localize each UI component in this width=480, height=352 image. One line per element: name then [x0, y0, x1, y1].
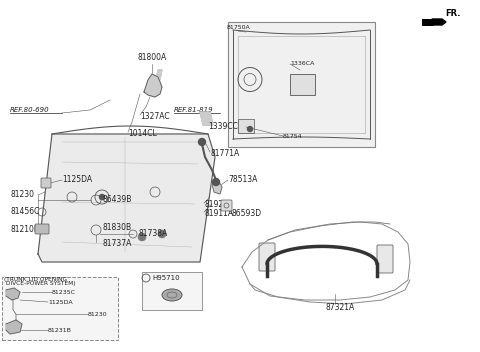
Polygon shape [38, 134, 215, 262]
Polygon shape [6, 288, 20, 300]
Text: H95710: H95710 [152, 275, 180, 281]
Text: 81231B: 81231B [48, 327, 72, 333]
Text: REF.81-819: REF.81-819 [174, 107, 214, 113]
Bar [228, 22, 375, 147]
Bar [290, 75, 315, 94]
Text: 81921: 81921 [204, 201, 228, 209]
Polygon shape [156, 70, 162, 80]
Bar [2, 277, 118, 340]
Polygon shape [212, 180, 222, 194]
Text: 81230: 81230 [88, 312, 108, 316]
Text: 81754: 81754 [283, 134, 302, 139]
Polygon shape [200, 112, 213, 125]
Ellipse shape [162, 289, 182, 301]
Circle shape [138, 233, 146, 241]
Text: REF.80-690: REF.80-690 [10, 107, 49, 113]
Polygon shape [144, 74, 162, 97]
Bar [142, 272, 202, 310]
Text: 86439B: 86439B [102, 195, 132, 205]
FancyArrow shape [432, 19, 446, 25]
Text: 86593D: 86593D [232, 209, 262, 219]
FancyBboxPatch shape [259, 243, 275, 271]
Text: 1327AC: 1327AC [140, 113, 169, 121]
Circle shape [248, 126, 252, 132]
Text: 1014CL: 1014CL [128, 130, 157, 138]
Circle shape [213, 178, 219, 186]
FancyBboxPatch shape [35, 224, 49, 234]
Text: FR.: FR. [445, 10, 460, 19]
Text: DIVCE-POWER SYSTEM): DIVCE-POWER SYSTEM) [4, 282, 76, 287]
FancyBboxPatch shape [377, 245, 393, 273]
FancyBboxPatch shape [221, 200, 232, 211]
Text: 81737A: 81737A [102, 239, 132, 249]
Text: 81750A: 81750A [227, 25, 251, 30]
Text: 81210B: 81210B [10, 225, 39, 233]
Text: 1339CC: 1339CC [208, 122, 238, 132]
Text: 81456C: 81456C [10, 207, 39, 216]
Text: 81800A: 81800A [137, 53, 167, 62]
Polygon shape [6, 320, 22, 334]
Text: 78513A: 78513A [228, 176, 257, 184]
Text: 81235C: 81235C [52, 289, 76, 295]
Bar [238, 119, 254, 133]
Circle shape [199, 138, 205, 145]
Text: 81771A: 81771A [210, 150, 239, 158]
Text: (TRUNK LID OPENING: (TRUNK LID OPENING [4, 277, 67, 282]
Bar [422, 19, 434, 26]
Text: 1336CA: 1336CA [290, 62, 314, 67]
Text: 81738A: 81738A [138, 230, 167, 239]
Text: 81830B: 81830B [102, 222, 131, 232]
Text: 81911A: 81911A [204, 209, 233, 219]
Circle shape [158, 230, 166, 238]
Text: 81230: 81230 [10, 190, 34, 200]
Text: 1125DA: 1125DA [48, 300, 72, 304]
Text: 1125DA: 1125DA [62, 176, 92, 184]
Text: 87321A: 87321A [325, 303, 354, 313]
FancyBboxPatch shape [41, 178, 51, 188]
Circle shape [99, 194, 105, 200]
